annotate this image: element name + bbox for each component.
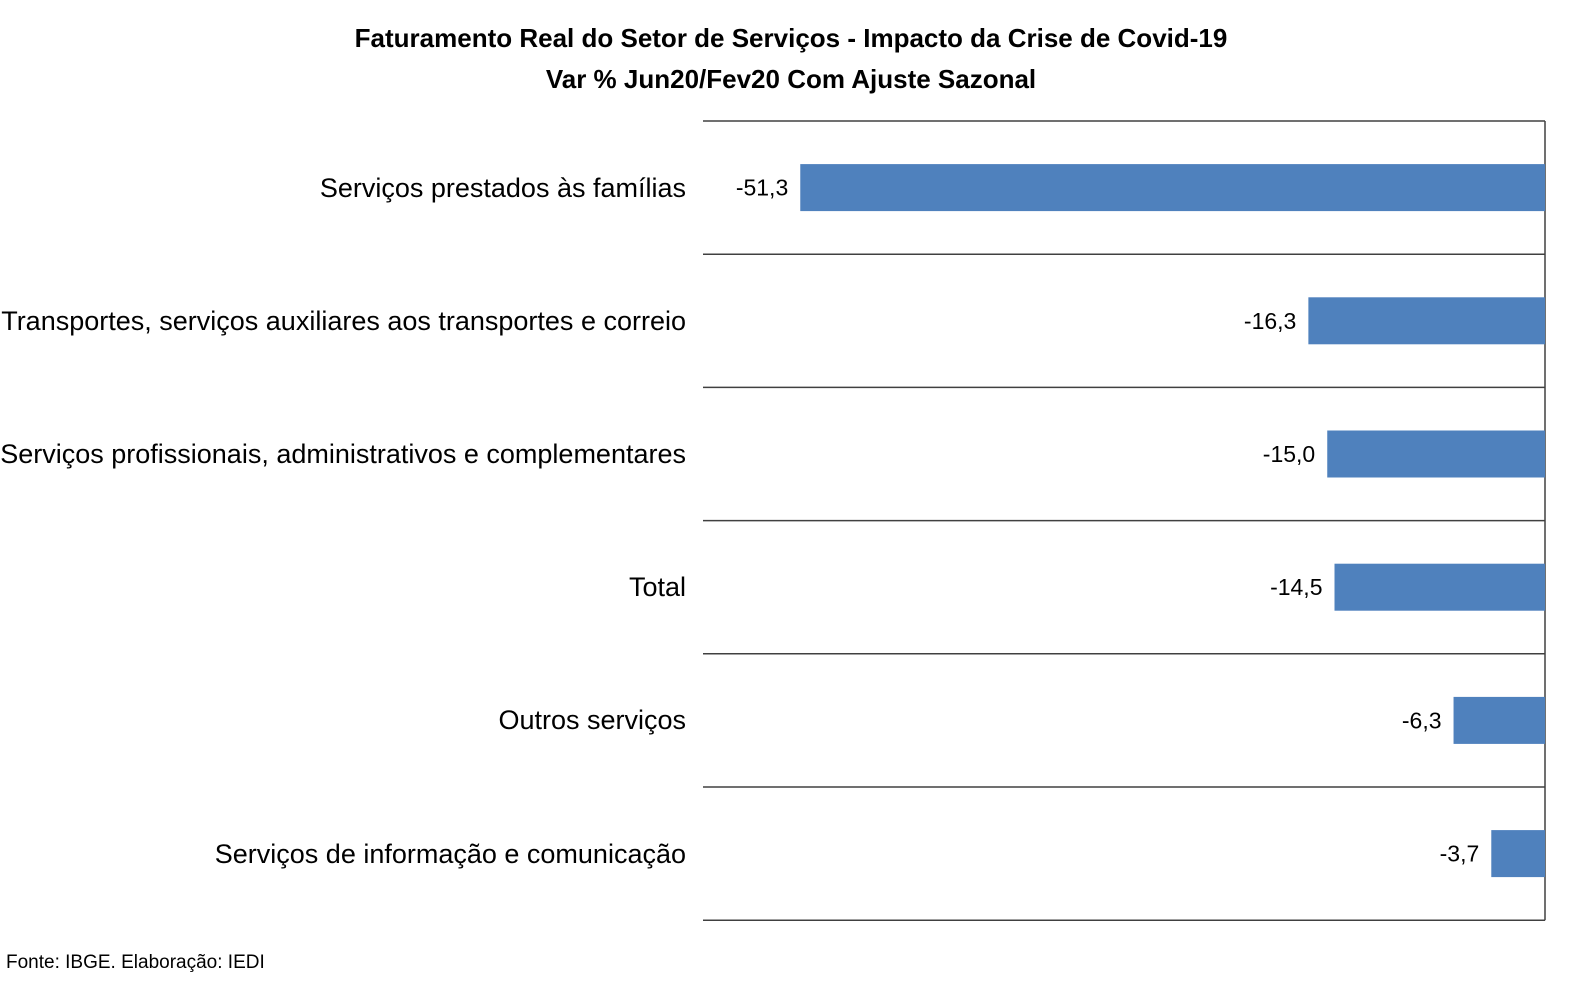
bar (1453, 696, 1545, 744)
source-note: Fonte: IBGE. Elaboração: IEDI (6, 952, 265, 973)
chart-subtitle: Var % Jun20/Fev20 Com Ajuste Sazonal (545, 64, 1037, 94)
bar (1491, 830, 1545, 878)
data-label: -16,3 (1244, 308, 1296, 334)
bar (1327, 430, 1545, 478)
chart-title: Faturamento Real do Setor de Serviços - … (354, 23, 1228, 53)
data-label: -14,5 (1270, 574, 1322, 600)
data-label: -6,3 (1402, 707, 1442, 733)
category-label: Transportes, serviços auxiliares aos tra… (1, 305, 686, 336)
category-label: Serviços de informação e comunicação (214, 838, 686, 869)
data-label: -51,3 (736, 175, 788, 201)
category-label: Serviços profissionais, administrativos … (0, 439, 686, 469)
data-label: -3,7 (1440, 841, 1480, 867)
bar (1308, 297, 1545, 345)
data-label: -15,0 (1263, 441, 1315, 467)
chart-title-block: Faturamento Real do Setor de Serviços - … (0, 18, 1582, 100)
bar (800, 164, 1545, 212)
category-label: Total (628, 572, 686, 603)
category-label: Outros serviços (498, 705, 686, 736)
bar (1334, 563, 1545, 611)
category-label: Serviços prestados às famílias (319, 172, 686, 203)
